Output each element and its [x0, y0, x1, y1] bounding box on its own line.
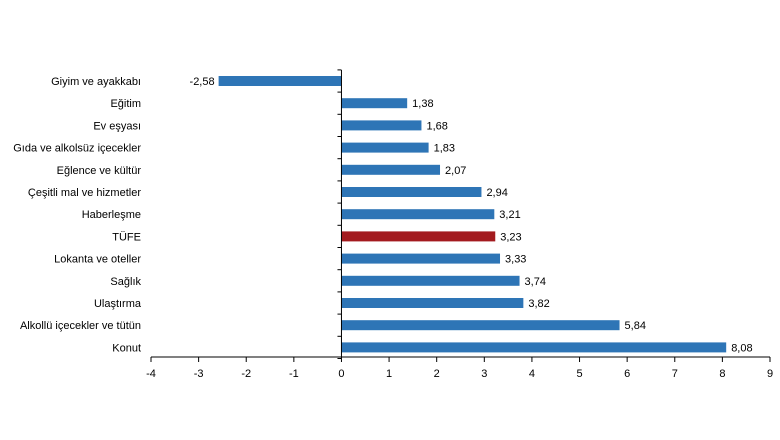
- x-tick-label-1: -3: [194, 368, 204, 380]
- bar-1: [341, 98, 408, 109]
- category-label-7: TÜFE: [112, 231, 141, 243]
- axes-group: [150, 69, 771, 362]
- category-label-12: Konut: [112, 342, 141, 354]
- value-label-2: 1,68: [426, 120, 447, 132]
- x-tick-label-3: -1: [289, 368, 299, 380]
- value-label-1: 1,38: [412, 98, 433, 110]
- category-label-6: Haberleşme: [82, 209, 141, 221]
- x-tick-label-6: 2: [434, 368, 440, 380]
- bar-10: [341, 298, 524, 308]
- x-tick-label-11: 7: [672, 368, 678, 380]
- bar-8: [341, 253, 501, 264]
- value-label-10: 3,82: [528, 298, 549, 310]
- value-label-0: -2,58: [190, 76, 215, 88]
- bar-12: [341, 342, 727, 353]
- category-label-1: Eğitim: [110, 98, 141, 110]
- x-tick-label-8: 4: [529, 368, 535, 380]
- category-label-10: Ulaştırma: [94, 298, 142, 310]
- bar-4: [341, 164, 441, 175]
- x-tick-label-7: 3: [481, 368, 487, 380]
- value-label-8: 3,33: [505, 254, 526, 266]
- bar-9: [341, 275, 520, 286]
- category-label-8: Lokanta ve oteller: [54, 254, 141, 266]
- value-label-4: 2,07: [445, 165, 466, 177]
- x-tick-label-10: 6: [624, 368, 630, 380]
- bars-group: [218, 76, 727, 353]
- category-label-2: Ev eşyası: [93, 120, 141, 132]
- x-tick-label-0: -4: [146, 368, 156, 380]
- value-label-5: 2,94: [486, 187, 507, 199]
- category-label-9: Sağlık: [110, 276, 141, 288]
- x-tick-label-5: 1: [386, 368, 392, 380]
- category-label-5: Çeşitli mal ve hizmetler: [28, 187, 141, 199]
- category-label-4: Eğlence ve kültür: [57, 165, 142, 177]
- value-label-6: 3,21: [499, 209, 520, 221]
- x-tick-label-13: 9: [767, 368, 773, 380]
- bar-6: [341, 209, 495, 220]
- x-tick-label-9: 5: [576, 368, 582, 380]
- bar-5: [341, 187, 482, 197]
- category-label-3: Gıda ve alkolsüz içecekler: [13, 143, 141, 155]
- bar-2: [341, 120, 422, 131]
- x-tick-label-12: 8: [719, 368, 725, 380]
- category-label-11: Alkollü içecekler ve tütün: [20, 320, 141, 332]
- bar-0: [218, 76, 342, 86]
- value-label-3: 1,83: [434, 143, 455, 155]
- value-label-7: 3,23: [500, 231, 521, 243]
- bar-11: [341, 320, 620, 331]
- category-label-0: Giyim ve ayakkabı: [51, 76, 141, 88]
- labels-group: Giyim ve ayakkabı -2,58 Eğitim 1,38 Ev eşyas…: [13, 76, 773, 380]
- x-tick-label-2: -2: [241, 368, 251, 380]
- value-label-11: 5,84: [625, 320, 646, 332]
- value-label-9: 3,74: [525, 276, 546, 288]
- x-tick-label-4: 0: [338, 368, 344, 380]
- bar-3: [341, 142, 429, 153]
- value-label-12: 8,08: [731, 342, 752, 354]
- bar-7: [341, 231, 496, 242]
